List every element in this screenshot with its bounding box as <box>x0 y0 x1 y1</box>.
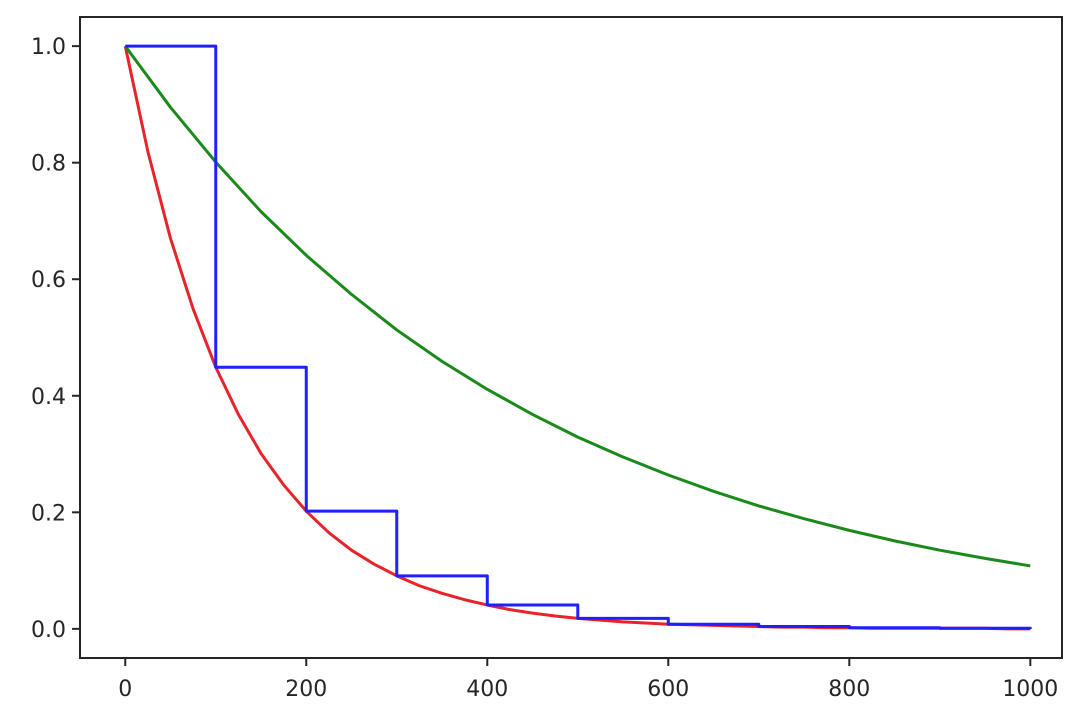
x-tick-label: 200 <box>285 677 327 702</box>
x-tick-label: 1000 <box>1002 677 1058 702</box>
series-line-3 <box>125 44 1032 630</box>
y-tick-label: 0.8 <box>31 152 66 177</box>
y-tick-label: 0.6 <box>31 268 66 293</box>
x-tick-label: 0 <box>118 677 132 702</box>
y-tick-label: 0.0 <box>31 618 66 643</box>
x-tick-label: 600 <box>647 677 689 702</box>
x-tick-label: 400 <box>466 677 508 702</box>
y-tick-label: 0.4 <box>31 385 66 410</box>
y-tick-label: 0.2 <box>31 501 66 526</box>
plot-frame <box>79 16 1063 659</box>
series-line-2 <box>124 45 1031 568</box>
x-tick-label: 800 <box>828 677 870 702</box>
y-tick-label: 1.0 <box>31 35 66 60</box>
series-group <box>123 44 1032 631</box>
